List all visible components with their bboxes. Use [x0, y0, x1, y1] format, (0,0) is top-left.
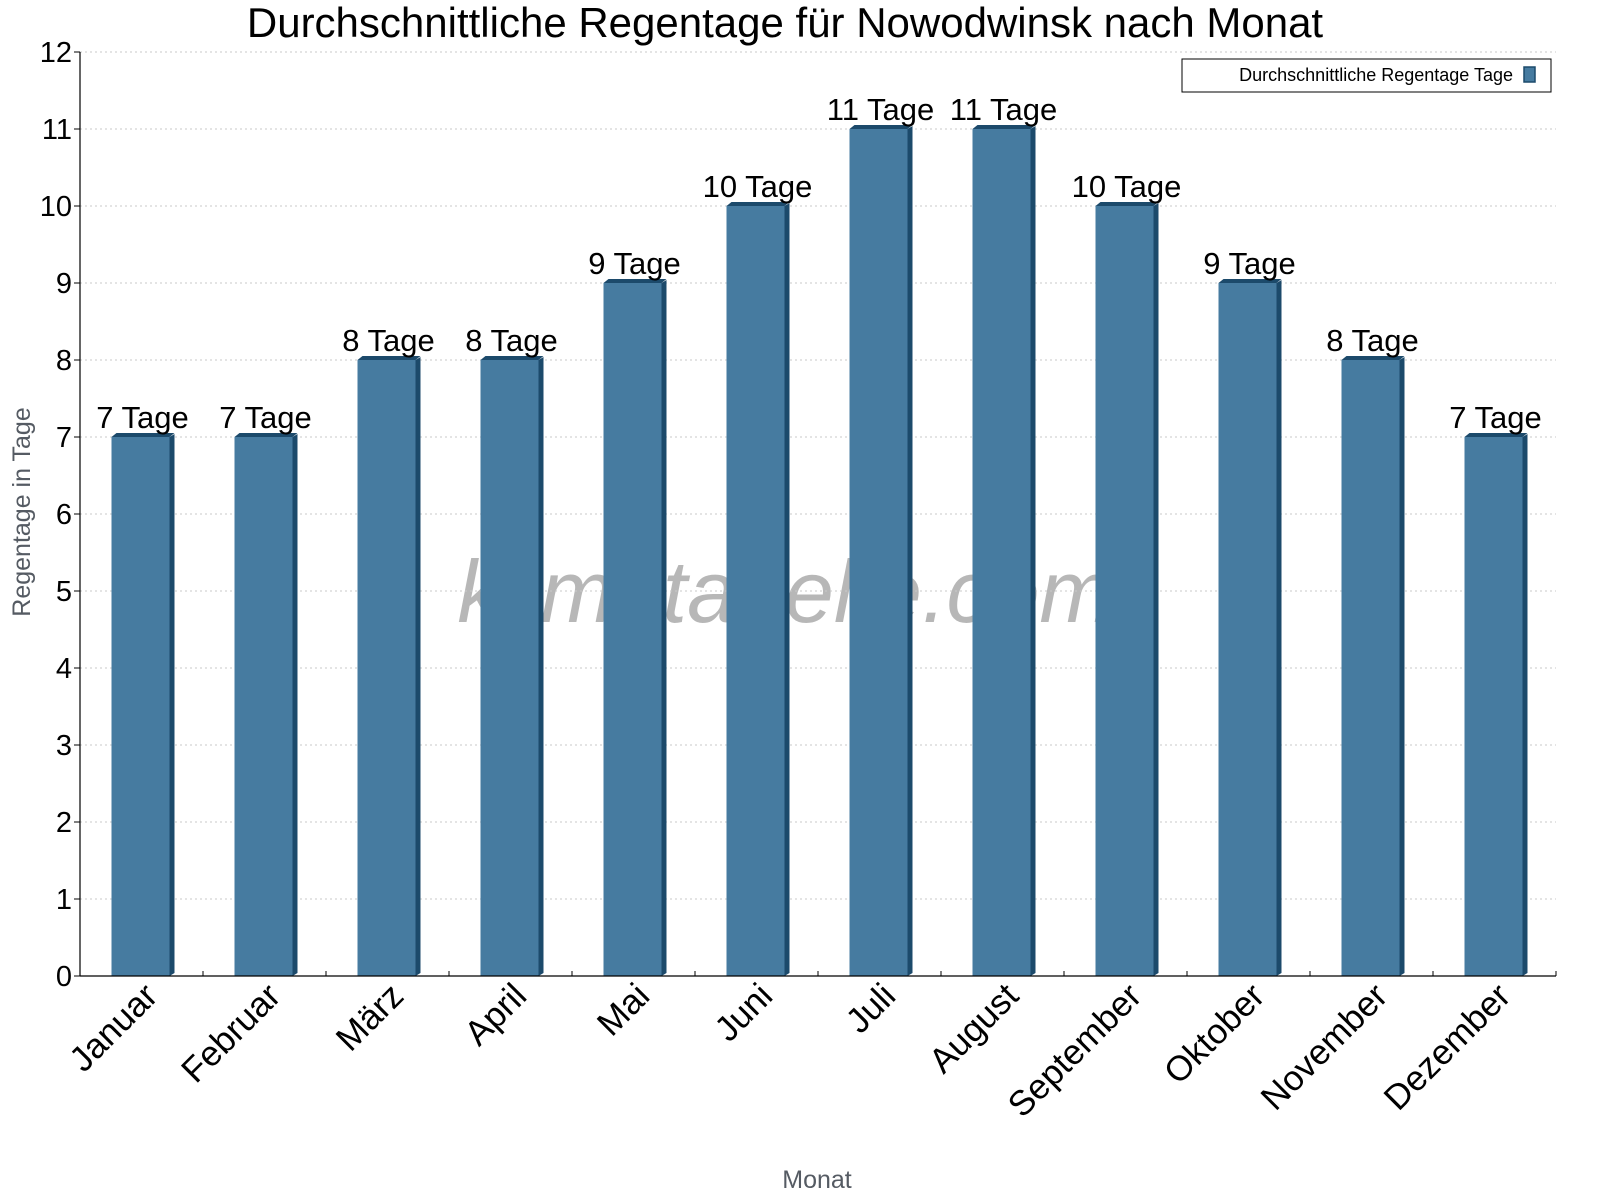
bar-2 [234, 433, 298, 976]
legend-swatch [1523, 66, 1536, 83]
bar-front [603, 283, 662, 976]
y-tick-label: 0 [56, 961, 72, 993]
x-tick-label: März [329, 976, 412, 1059]
data-label: 8 Tage [1326, 323, 1419, 358]
bar-side [415, 357, 421, 976]
y-tick-label: 1 [56, 884, 72, 916]
x-tick-label: Februar [174, 976, 288, 1090]
y-tick-label: 12 [40, 37, 72, 69]
bar-side [169, 434, 175, 976]
bar-top [480, 356, 544, 360]
y-tick-label: 3 [56, 730, 72, 762]
x-tick-label: September [1001, 976, 1150, 1125]
data-label: 9 Tage [1203, 246, 1296, 281]
y-tick-label: 8 [56, 345, 72, 377]
data-label: 11 Tage [827, 92, 934, 127]
data-label: 10 Tage [1072, 169, 1182, 204]
y-axis-label: Regentage in Tage [8, 407, 36, 616]
bar-top [849, 125, 913, 129]
x-tick-label: April [457, 976, 534, 1053]
y-tick-label: 11 [42, 114, 72, 146]
bar-side [1522, 434, 1528, 976]
data-label: 9 Tage [588, 246, 681, 281]
legend: Durchschnittliche Regentage Tage [1181, 58, 1552, 93]
data-label: 7 Tage [96, 400, 189, 435]
x-tick-label: Oktober [1157, 976, 1273, 1092]
x-axis-label: Monat [782, 1166, 852, 1194]
bar-side [538, 357, 544, 976]
x-tick-label: Januar [62, 976, 165, 1079]
y-tick-label: 5 [56, 576, 72, 608]
bar-10 [1218, 279, 1282, 976]
bar-side [1153, 203, 1159, 976]
bar-11 [1341, 356, 1405, 976]
bar-side [784, 203, 790, 976]
x-tick-label: Juni [707, 976, 780, 1049]
bar-top [603, 279, 667, 283]
y-tick-label: 4 [56, 653, 72, 685]
bar-top [726, 202, 790, 206]
bar-front [849, 129, 908, 976]
data-label: 8 Tage [465, 323, 558, 358]
bar-front [357, 360, 416, 976]
data-labels: 7 Tage 7 Tage 8 Tage 8 Tage 9 Tage 10 Tage 11 … [96, 92, 1542, 435]
x-tick-label: Juli [838, 976, 903, 1041]
bar-top [1095, 202, 1159, 206]
bar-side [1030, 126, 1036, 976]
bar-8 [972, 125, 1036, 976]
bar-front [111, 437, 170, 976]
y-tick-label: 2 [56, 807, 72, 839]
x-tick-label: November [1253, 976, 1395, 1118]
bar-6 [726, 202, 790, 976]
x-tick-label: August [922, 976, 1027, 1081]
bar-side [292, 434, 298, 976]
bar-top [1464, 433, 1528, 437]
bar-top [111, 433, 175, 437]
data-label: 10 Tage [703, 169, 813, 204]
bar-front [480, 360, 539, 976]
x-tick-label: Dezember [1376, 976, 1518, 1118]
y-tick-label: 7 [56, 422, 72, 454]
legend-box [1181, 58, 1552, 93]
data-label: 11 Tage [950, 92, 1057, 127]
bar-5 [603, 279, 667, 976]
chart-title: Durchschnittliche Regentage für Nowodwin… [247, 0, 1324, 46]
y-tick-label: 10 [40, 191, 72, 223]
bar-1 [111, 433, 175, 976]
legend-entry-label: Durchschnittliche Regentage Tage [1239, 65, 1513, 85]
y-tick-label: 9 [56, 268, 72, 300]
data-label: 7 Tage [219, 400, 312, 435]
bar-9 [1095, 202, 1159, 976]
bar-side [907, 126, 913, 976]
bar-top [234, 433, 298, 437]
bar-side [1399, 357, 1405, 976]
bar-top [1218, 279, 1282, 283]
bar-top [357, 356, 421, 360]
bar-top [972, 125, 1036, 129]
bar-7 [849, 125, 913, 976]
bar-side [661, 280, 667, 976]
bar-12 [1464, 433, 1528, 976]
x-tick-label: Mai [590, 976, 657, 1043]
bar-3 [357, 356, 421, 976]
bar-front [234, 437, 293, 976]
bar-front [726, 206, 785, 976]
bar-top [1341, 356, 1405, 360]
data-label: 7 Tage [1449, 400, 1542, 435]
data-label: 8 Tage [342, 323, 435, 358]
bars [111, 125, 1528, 976]
bar-front [1464, 437, 1523, 976]
bar-front [1218, 283, 1277, 976]
bar-front [972, 129, 1031, 976]
y-tick-label: 6 [56, 499, 72, 531]
bar-4 [480, 356, 544, 976]
grid-lines [80, 51, 1556, 900]
bar-front [1095, 206, 1154, 976]
bar-side [1276, 280, 1282, 976]
bar-front [1341, 360, 1400, 976]
